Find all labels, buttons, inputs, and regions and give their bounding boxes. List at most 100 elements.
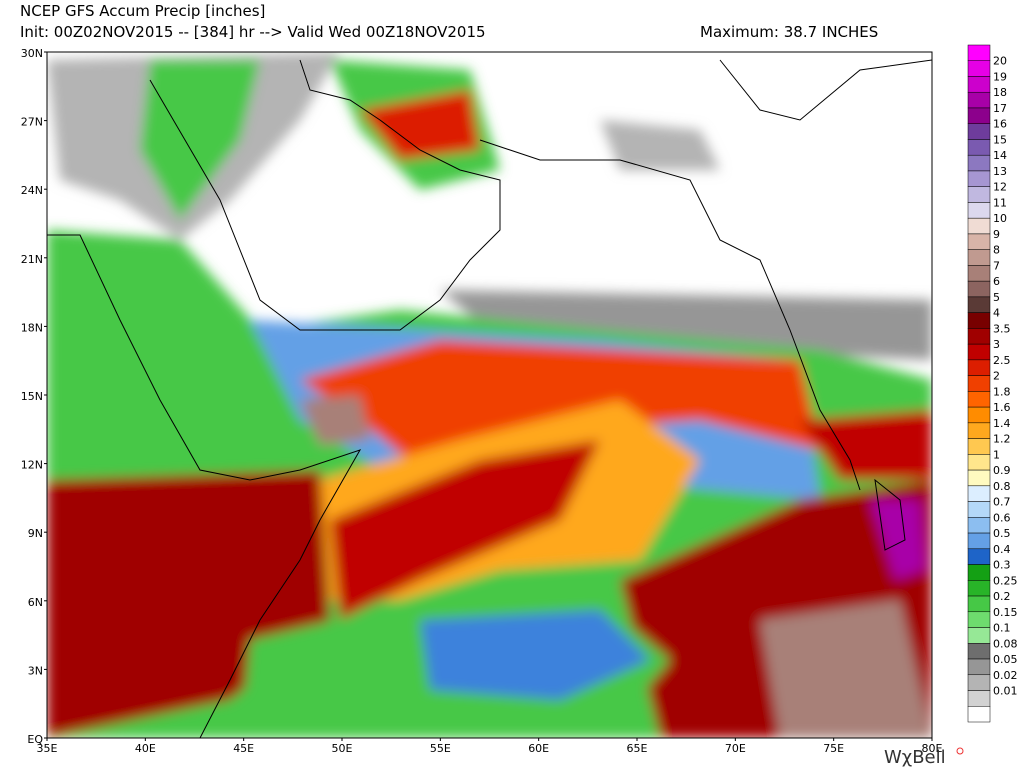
coastline [719, 59, 932, 121]
colorbar-label: 4 [993, 307, 1000, 320]
lon-label: 40E [135, 742, 156, 755]
colorbar-swatch [967, 217, 991, 235]
colorbar-swatch [967, 690, 991, 707]
precip-area [420, 610, 650, 700]
coastline [479, 139, 861, 491]
colorbar-swatch [967, 44, 991, 61]
colorbar-swatch [967, 60, 991, 77]
colorbar-swatch [967, 249, 991, 266]
colorbar-swatch [967, 123, 991, 140]
colorbar-swatch [967, 406, 991, 424]
colorbar-swatch [967, 343, 991, 361]
lon-label: 50E [332, 742, 353, 755]
colorbar-swatch [967, 627, 991, 644]
colorbar-label: 0.4 [993, 543, 1011, 556]
colorbar-swatch [967, 611, 991, 628]
colorbar-label: 0.05 [993, 653, 1018, 666]
colorbar-label: 0.2 [993, 590, 1011, 603]
colorbar-label: 15 [993, 133, 1007, 146]
logo: WχBell [884, 747, 946, 768]
colorbar-label: 16 [993, 118, 1007, 131]
precip-area [600, 120, 720, 170]
colorbar-label: 1.8 [993, 385, 1011, 398]
colorbar-label: 1.4 [993, 417, 1011, 430]
precip-area [330, 440, 600, 620]
colorbar-swatch [967, 76, 991, 93]
colorbar-swatch [967, 454, 991, 471]
colorbar-label: 8 [993, 244, 1000, 257]
lon-label: 70E [725, 742, 746, 755]
precip-area [870, 500, 925, 580]
colorbar-label: 7 [993, 259, 1000, 272]
lon-label: 60E [528, 742, 549, 755]
lon-label: 80E [922, 742, 943, 755]
colorbar-swatch [967, 517, 991, 534]
colorbar-label: 0.15 [993, 606, 1018, 619]
colorbar-swatch [967, 202, 991, 219]
colorbar-label: 11 [993, 196, 1007, 209]
lon-label: 55E [430, 742, 451, 755]
colorbar-swatch [967, 548, 991, 565]
lat-label: 21N [21, 253, 43, 266]
colorbar-swatch [967, 674, 991, 691]
colorbar-label: 3.5 [993, 322, 1011, 335]
coastline [874, 478, 906, 551]
lat-label: 12N [21, 459, 43, 472]
colorbar-label: 0.8 [993, 480, 1011, 493]
lon-label: 75E [823, 742, 844, 755]
colorbar-label: 12 [993, 181, 1007, 194]
colorbar-label: 20 [993, 55, 1007, 68]
colorbar-label: 2 [993, 370, 1000, 383]
colorbar-label: 19 [993, 70, 1007, 83]
colorbar-label: 0.7 [993, 496, 1011, 509]
lat-label: 27N [21, 116, 43, 129]
colorbar-label: 0.25 [993, 574, 1018, 587]
coastline [149, 59, 501, 331]
colorbar-label: 18 [993, 86, 1007, 99]
title: NCEP GFS Accum Precip [inches] [20, 2, 265, 20]
colorbar-label: 0.5 [993, 527, 1011, 540]
colorbar-label: 3 [993, 338, 1000, 351]
colorbar-swatch [967, 469, 991, 487]
colorbar-label: 0.9 [993, 464, 1011, 477]
lat-label: 30N [21, 47, 43, 60]
colorbar-swatch [967, 265, 991, 282]
precip-field [47, 52, 932, 738]
maximum: Maximum: 38.7 INCHES [700, 23, 878, 41]
colorbar-swatch [967, 706, 991, 723]
colorbar-label: 0.1 [993, 622, 1011, 635]
colorbar-swatch [967, 312, 991, 329]
colorbar-label: 10 [993, 212, 1007, 225]
lat-label: 6N [28, 596, 43, 609]
colorbar-swatch [967, 532, 991, 550]
colorbar-swatch [967, 233, 991, 250]
colorbar-swatch [967, 170, 991, 187]
colorbar-label: 0.6 [993, 511, 1011, 524]
colorbar-swatch [967, 485, 991, 502]
colorbar-swatch [967, 422, 991, 439]
precip-area [300, 340, 820, 470]
colorbar-label: 0.01 [993, 685, 1018, 698]
colorbar-swatch [967, 643, 991, 660]
colorbar-swatch [967, 186, 991, 203]
colorbar-label: 0.08 [993, 637, 1018, 650]
colorbar-swatch [967, 658, 991, 676]
colorbar-swatch [967, 296, 991, 313]
lat-label: 9N [28, 527, 43, 540]
colorbar-label: 9 [993, 228, 1000, 241]
colorbar-label: 6 [993, 275, 1000, 288]
logo-mark [956, 747, 964, 755]
colorbar-label: 2.5 [993, 354, 1011, 367]
colorbar-label: 14 [993, 149, 1007, 162]
colorbar: 20 19 18 17 16 15 14 13 12 11 10 9 8 7 6 5 4 3.5 3 2.5 2 1.8 1… [967, 44, 1018, 723]
colorbar-swatch [967, 154, 991, 172]
colorbar-swatch [967, 280, 991, 298]
colorbar-swatch [967, 139, 991, 156]
colorbar-label: 13 [993, 165, 1007, 178]
colorbar-swatch [967, 328, 991, 345]
colorbar-label: 1.2 [993, 433, 1011, 446]
colorbar-label: 17 [993, 102, 1007, 115]
colorbar-swatch [967, 91, 991, 109]
